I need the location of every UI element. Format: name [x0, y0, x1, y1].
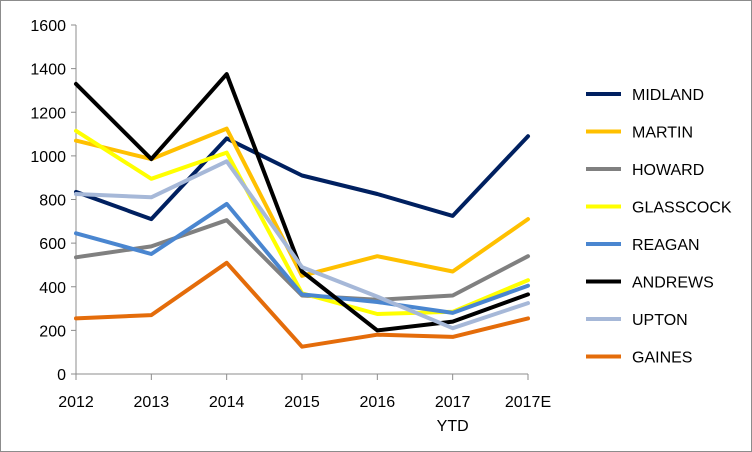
x-tick-label: 2013 — [134, 394, 170, 411]
y-tick-label: 1000 — [30, 149, 66, 166]
x-tick-labels: 2012 2013 2014 2015 2016 2017 YTD 2017E — [58, 394, 551, 435]
legend-label-gaines: GAINES — [632, 350, 692, 367]
series-line-reagan — [74, 201, 530, 315]
y-tick-label: 200 — [39, 323, 66, 340]
series-lines — [74, 72, 530, 349]
x-tick-label: 2017E — [505, 394, 551, 411]
x-tick-sublabel: YTD — [437, 418, 469, 435]
x-tick-label: 2017 — [435, 394, 471, 411]
y-tick-label: 1600 — [30, 18, 66, 35]
legend-label-reagan: REAGAN — [632, 237, 700, 254]
y-tick-labels: 0 200 400 600 800 1000 1200 1400 1600 — [30, 18, 66, 384]
series-line-upton — [74, 159, 530, 331]
series-line-gaines — [74, 260, 530, 349]
series-line-midland — [74, 134, 530, 222]
y-tick-label: 1400 — [30, 62, 66, 79]
x-tick-label: 2012 — [58, 394, 94, 411]
y-tick-label: 400 — [39, 280, 66, 297]
y-tick-label: 600 — [39, 236, 66, 253]
y-tick-label: 1200 — [30, 105, 66, 122]
x-tick-label: 2016 — [360, 394, 396, 411]
legend: MIDLAND MARTIN HOWARD GLASSCOCK REAGAN ANDREW… — [586, 87, 732, 367]
legend-label-upton: UPTON — [632, 312, 688, 329]
legend-label-martin: MARTIN — [632, 125, 693, 142]
x-tick-label: 2014 — [209, 394, 245, 411]
legend-label-midland: MIDLAND — [632, 87, 704, 104]
y-tick-label: 800 — [39, 193, 66, 210]
x-tick-label: 2015 — [284, 394, 320, 411]
series-line-andrews — [74, 72, 530, 333]
legend-label-howard: HOWARD — [632, 162, 704, 179]
legend-label-andrews: ANDREWS — [632, 275, 714, 292]
series-line-howard — [74, 218, 530, 302]
legend-label-glasscock: GLASSCOCK — [632, 200, 732, 217]
y-tick-label: 0 — [57, 367, 66, 384]
